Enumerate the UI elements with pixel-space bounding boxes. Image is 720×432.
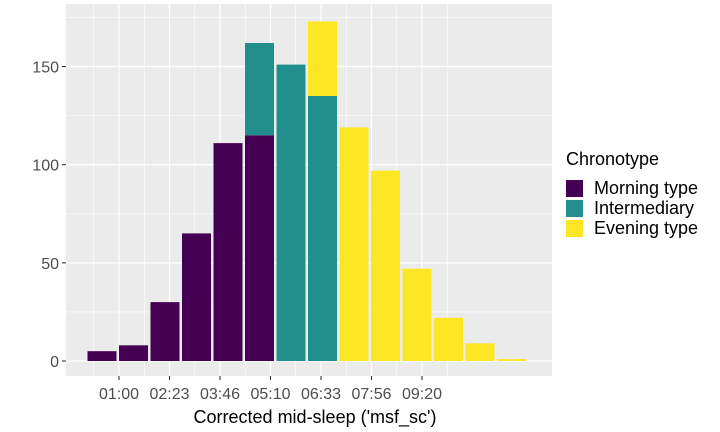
bar-evening-type — [308, 21, 337, 96]
legend-title: Chronotype — [566, 149, 660, 169]
bars — [87, 21, 526, 362]
bar-intermediary — [245, 42, 274, 136]
legend-item: Intermediary — [566, 198, 698, 218]
y-tick-label: 50 — [41, 256, 59, 273]
legend-label: Intermediary — [594, 198, 695, 218]
x-axis: 01:00 02:23 03:46 05:10 06:33 07:56 09:20 — [99, 376, 442, 403]
legend-label: Morning type — [594, 178, 699, 198]
legend-items: Morning type Intermediary Evening type — [566, 178, 698, 238]
bar-morning-type — [213, 143, 243, 361]
bar-morning-type — [87, 351, 117, 361]
legend-label: Evening type — [594, 218, 699, 238]
bar-evening-type — [434, 317, 463, 361]
bar-evening-type — [371, 170, 400, 361]
bar-morning-type — [182, 233, 211, 361]
legend-key — [566, 219, 583, 237]
x-tick-label: 02:23 — [149, 386, 189, 403]
y-axis: 0 50 100 150 — [32, 60, 66, 371]
x-tick-label: 06:33 — [301, 386, 341, 403]
legend-key — [566, 179, 583, 197]
bar-intermediary — [276, 64, 306, 361]
legend-item: Morning type — [566, 178, 698, 198]
y-tick-label: 0 — [50, 354, 59, 371]
y-tick-label: 150 — [32, 60, 59, 77]
x-axis-title: Corrected mid-sleep ('msf_sc') — [194, 407, 437, 428]
bar-morning-type — [119, 345, 148, 361]
bar-morning-type — [245, 135, 274, 361]
bar-evening-type — [465, 343, 495, 361]
x-tick-label: 05:10 — [250, 386, 290, 403]
x-tick-label: 03:46 — [200, 386, 240, 403]
y-tick-label: 100 — [32, 158, 59, 175]
legend-key — [566, 199, 583, 217]
bar-evening-type — [402, 268, 432, 361]
bar-evening-type — [497, 359, 526, 361]
legend-item: Evening type — [566, 218, 698, 238]
bar-evening-type — [339, 127, 369, 361]
bar-morning-type — [150, 302, 180, 361]
x-tick-label: 01:00 — [99, 386, 139, 403]
legend: Chronotype Morning type Intermediary Eveni… — [566, 148, 698, 238]
x-tick-label: 09:20 — [402, 386, 442, 403]
x-tick-label: 07:56 — [351, 386, 391, 403]
bar-intermediary — [308, 95, 337, 362]
